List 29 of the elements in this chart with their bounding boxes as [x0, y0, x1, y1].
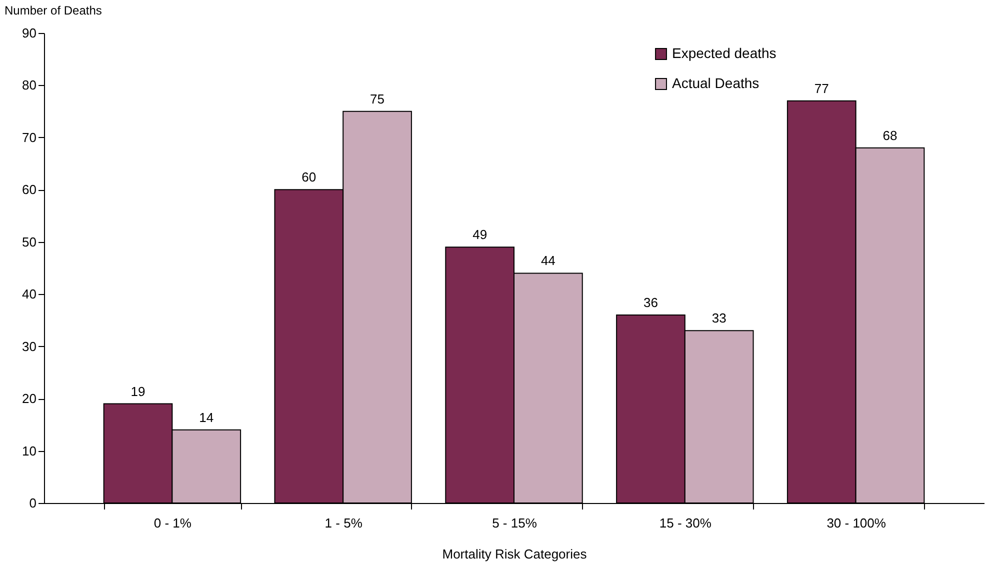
y-tick-label: 50: [22, 234, 36, 250]
data-label: 36: [643, 295, 658, 310]
data-label: 33: [712, 310, 726, 326]
data-label: 14: [199, 410, 214, 425]
data-label: 60: [302, 170, 316, 185]
x-tick-label: 30 - 100%: [826, 516, 886, 530]
y-tick-label: 90: [22, 26, 36, 40]
data-label: 68: [882, 128, 898, 143]
data-label: 49: [472, 227, 488, 242]
x-tick-label: 0 - 1%: [154, 516, 192, 530]
y-tick-label: 30: [22, 338, 36, 354]
data-label: 44: [540, 253, 556, 268]
y-tick-label: 10: [22, 443, 36, 458]
y-tick-label: 80: [22, 78, 36, 93]
y-axis-title: Number of Deaths: [4, 4, 102, 18]
y-tick-label: 20: [22, 391, 36, 406]
legend-label: Actual Deaths: [672, 75, 760, 91]
data-label: 75: [370, 91, 385, 106]
x-tick-label: 1 - 5%: [324, 516, 363, 530]
y-tick-label: 0: [29, 496, 36, 510]
data-label: 19: [130, 384, 146, 399]
y-tick-label: 40: [22, 286, 36, 302]
x-tick-label: 15 - 30%: [659, 516, 712, 530]
y-tick-label: 60: [22, 182, 36, 198]
data-label: 77: [814, 80, 829, 96]
legend-label: Expected deaths: [672, 45, 776, 61]
y-tick-label: 70: [22, 130, 36, 145]
x-tick-label: 5 - 15%: [492, 516, 538, 530]
x-axis-title: Mortality Risk Categories: [442, 546, 588, 562]
